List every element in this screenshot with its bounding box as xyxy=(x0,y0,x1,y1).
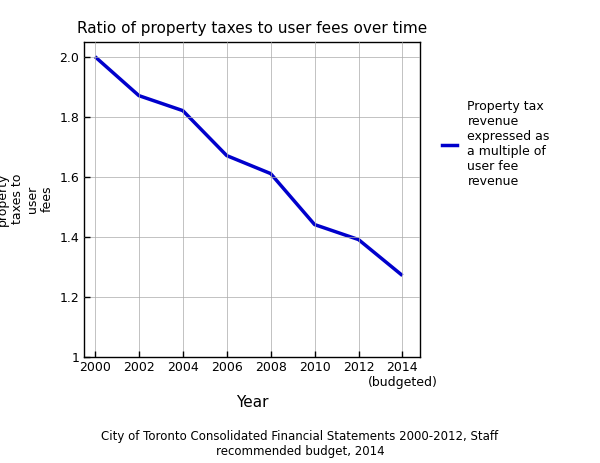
Title: Ratio of property taxes to user fees over time: Ratio of property taxes to user fees ove… xyxy=(77,21,427,36)
Legend: Property tax
revenue
expressed as
a multiple of
user fee
revenue: Property tax revenue expressed as a mult… xyxy=(437,95,555,193)
Y-axis label: Ratio of
property
taxes to
user
fees: Ratio of property taxes to user fees xyxy=(0,172,54,226)
X-axis label: Year: Year xyxy=(236,395,268,410)
Text: City of Toronto Consolidated Financial Statements 2000-2012, Staff
recommended b: City of Toronto Consolidated Financial S… xyxy=(101,431,499,458)
